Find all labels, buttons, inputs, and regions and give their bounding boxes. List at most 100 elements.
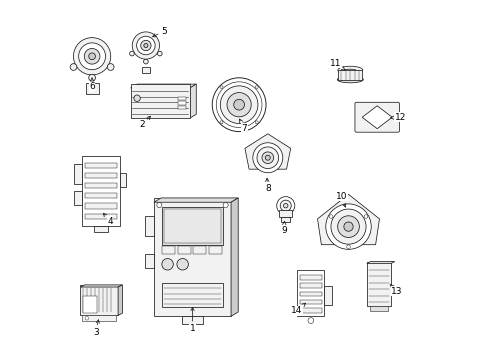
Bar: [163, 210, 221, 243]
Bar: [162, 283, 223, 307]
Circle shape: [220, 121, 223, 124]
Polygon shape: [317, 194, 379, 245]
Bar: [324, 286, 331, 305]
Bar: [82, 315, 116, 321]
Circle shape: [73, 38, 110, 75]
Bar: [80, 285, 118, 315]
Circle shape: [337, 216, 359, 238]
Polygon shape: [154, 198, 238, 202]
Bar: [141, 67, 150, 73]
Circle shape: [88, 53, 95, 60]
Text: 12: 12: [390, 113, 406, 122]
Ellipse shape: [337, 76, 363, 83]
Circle shape: [143, 44, 148, 48]
Circle shape: [346, 245, 349, 248]
Circle shape: [107, 64, 114, 70]
Bar: [154, 198, 230, 316]
Bar: [82, 156, 120, 226]
Ellipse shape: [346, 72, 354, 75]
Polygon shape: [118, 285, 122, 315]
Circle shape: [283, 203, 287, 208]
Text: 4: 4: [103, 213, 113, 226]
Circle shape: [162, 258, 173, 270]
Circle shape: [177, 258, 188, 270]
Circle shape: [157, 51, 162, 56]
Circle shape: [216, 82, 262, 127]
Bar: [299, 275, 321, 280]
Bar: [299, 300, 321, 305]
Circle shape: [255, 121, 258, 124]
Bar: [299, 283, 321, 288]
Polygon shape: [80, 285, 122, 287]
Circle shape: [364, 215, 367, 219]
Bar: [178, 106, 186, 109]
Bar: [85, 174, 117, 179]
Bar: [85, 83, 99, 94]
Polygon shape: [366, 262, 394, 264]
Bar: [279, 210, 292, 217]
Circle shape: [141, 40, 151, 51]
Circle shape: [233, 99, 244, 110]
Bar: [178, 97, 186, 100]
Text: 2: 2: [139, 116, 150, 129]
FancyBboxPatch shape: [354, 102, 399, 132]
Circle shape: [276, 197, 294, 215]
Bar: [209, 246, 222, 254]
Bar: [85, 203, 117, 208]
Text: 13: 13: [389, 284, 402, 296]
Bar: [182, 316, 203, 324]
Text: 9: 9: [281, 221, 286, 235]
Text: 6: 6: [89, 78, 95, 91]
Bar: [74, 164, 82, 184]
Text: 10: 10: [335, 192, 346, 207]
Circle shape: [265, 155, 270, 160]
Circle shape: [226, 93, 251, 117]
Circle shape: [252, 143, 282, 173]
Circle shape: [136, 36, 155, 55]
Bar: [85, 193, 117, 198]
Text: 14: 14: [290, 303, 305, 315]
Bar: [297, 270, 324, 316]
Polygon shape: [130, 84, 196, 88]
Bar: [178, 102, 186, 105]
Text: 1: 1: [189, 307, 195, 333]
Bar: [74, 191, 82, 205]
Circle shape: [70, 64, 77, 70]
Bar: [193, 246, 206, 254]
Circle shape: [328, 215, 332, 219]
Bar: [85, 183, 117, 188]
Bar: [85, 163, 117, 168]
Bar: [338, 70, 362, 80]
Text: 11: 11: [329, 59, 344, 70]
Polygon shape: [230, 198, 238, 316]
Circle shape: [220, 86, 223, 89]
Ellipse shape: [337, 66, 362, 74]
Bar: [299, 308, 321, 313]
Ellipse shape: [372, 114, 381, 120]
Circle shape: [280, 200, 291, 211]
Bar: [94, 226, 108, 232]
Circle shape: [255, 86, 258, 89]
Circle shape: [129, 51, 134, 56]
Circle shape: [325, 204, 370, 249]
Circle shape: [143, 59, 148, 64]
Bar: [369, 306, 387, 311]
Bar: [120, 173, 126, 187]
Bar: [85, 213, 117, 219]
Circle shape: [257, 147, 278, 168]
Bar: [177, 246, 190, 254]
Circle shape: [262, 152, 273, 163]
Bar: [281, 217, 290, 222]
Circle shape: [132, 32, 159, 59]
Polygon shape: [362, 106, 391, 129]
Ellipse shape: [367, 111, 386, 124]
Text: 5: 5: [152, 27, 166, 37]
Bar: [162, 207, 223, 244]
Bar: [162, 246, 174, 254]
Circle shape: [88, 75, 95, 81]
Text: 7: 7: [239, 119, 247, 132]
Circle shape: [220, 86, 258, 123]
Circle shape: [85, 316, 88, 320]
Circle shape: [134, 95, 140, 102]
Circle shape: [79, 43, 105, 70]
